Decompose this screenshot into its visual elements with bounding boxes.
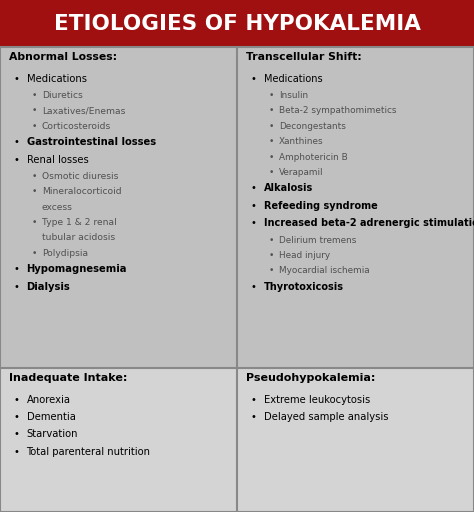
Text: •: • [13,412,19,422]
Text: •: • [31,249,36,258]
Text: •: • [31,187,36,197]
Text: Renal losses: Renal losses [27,155,88,165]
Text: Insulin: Insulin [279,91,308,100]
Text: Head injury: Head injury [279,251,330,260]
Text: •: • [250,74,256,84]
Text: Alkalosis: Alkalosis [264,183,313,194]
Text: •: • [13,447,19,457]
Text: •: • [13,74,19,84]
Text: •: • [13,137,19,147]
FancyBboxPatch shape [237,47,474,368]
Text: ETIOLOGIES OF HYPOKALEMIA: ETIOLOGIES OF HYPOKALEMIA [54,13,420,34]
Text: Myocardial ischemia: Myocardial ischemia [279,266,369,275]
Text: Type 1 & 2 renal: Type 1 & 2 renal [42,218,117,227]
Text: Dementia: Dementia [27,412,75,422]
Text: •: • [250,183,256,194]
Text: Thyrotoxicosis: Thyrotoxicosis [264,282,344,292]
Text: Transcellular Shift:: Transcellular Shift: [246,52,361,62]
Text: Verapamil: Verapamil [279,168,323,177]
FancyBboxPatch shape [237,368,474,512]
Text: •: • [250,282,256,292]
Text: Osmotic diuresis: Osmotic diuresis [42,172,118,181]
Text: Polydipsia: Polydipsia [42,249,88,258]
Text: •: • [268,106,273,116]
Text: •: • [31,172,36,181]
Text: Increased beta-2 adrenergic stimulation: Increased beta-2 adrenergic stimulation [264,218,474,228]
Text: Diuretics: Diuretics [42,91,82,100]
Text: •: • [268,91,273,100]
Text: •: • [13,155,19,165]
Text: •: • [31,122,36,131]
FancyBboxPatch shape [0,0,474,47]
Text: Laxatives/Enemas: Laxatives/Enemas [42,106,125,116]
Text: Abnormal Losses:: Abnormal Losses: [9,52,117,62]
Text: Inadequate Intake:: Inadequate Intake: [9,373,127,383]
Text: Beta-2 sympathomimetics: Beta-2 sympathomimetics [279,106,396,116]
Text: •: • [13,395,19,404]
Text: •: • [268,251,273,260]
FancyBboxPatch shape [0,47,237,368]
Text: tubular acidosis: tubular acidosis [42,233,115,243]
Text: •: • [250,201,256,211]
Text: excess: excess [42,203,73,212]
Text: Delirium tremens: Delirium tremens [279,236,356,245]
Text: Medications: Medications [264,74,322,84]
Text: Dialysis: Dialysis [27,282,70,292]
Text: •: • [268,137,273,146]
Text: •: • [250,218,256,228]
Text: •: • [268,168,273,177]
Text: Refeeding syndrome: Refeeding syndrome [264,201,377,211]
Text: Corticosteroids: Corticosteroids [42,122,111,131]
Text: Amphotericin B: Amphotericin B [279,153,347,162]
Text: Decongestants: Decongestants [279,122,346,131]
Text: Mineralocorticoid: Mineralocorticoid [42,187,121,197]
FancyBboxPatch shape [0,368,237,512]
Text: •: • [250,395,256,404]
Text: Xanthines: Xanthines [279,137,323,146]
Text: •: • [268,266,273,275]
Text: •: • [13,264,19,274]
Text: •: • [268,122,273,131]
Text: Anorexia: Anorexia [27,395,71,404]
Text: Hypomagnesemia: Hypomagnesemia [27,264,127,274]
Text: •: • [31,218,36,227]
Text: •: • [13,282,19,292]
Text: Extreme leukocytosis: Extreme leukocytosis [264,395,370,404]
Text: •: • [268,153,273,162]
Text: •: • [31,91,36,100]
Text: •: • [268,236,273,245]
Text: Gastrointestinal losses: Gastrointestinal losses [27,137,155,147]
Text: Pseudohypokalemia:: Pseudohypokalemia: [246,373,375,383]
Text: Total parenteral nutrition: Total parenteral nutrition [27,447,151,457]
Text: Delayed sample analysis: Delayed sample analysis [264,412,388,422]
Text: Starvation: Starvation [27,430,78,439]
Text: •: • [31,106,36,116]
Text: Medications: Medications [27,74,87,84]
Text: •: • [13,430,19,439]
Text: •: • [250,412,256,422]
